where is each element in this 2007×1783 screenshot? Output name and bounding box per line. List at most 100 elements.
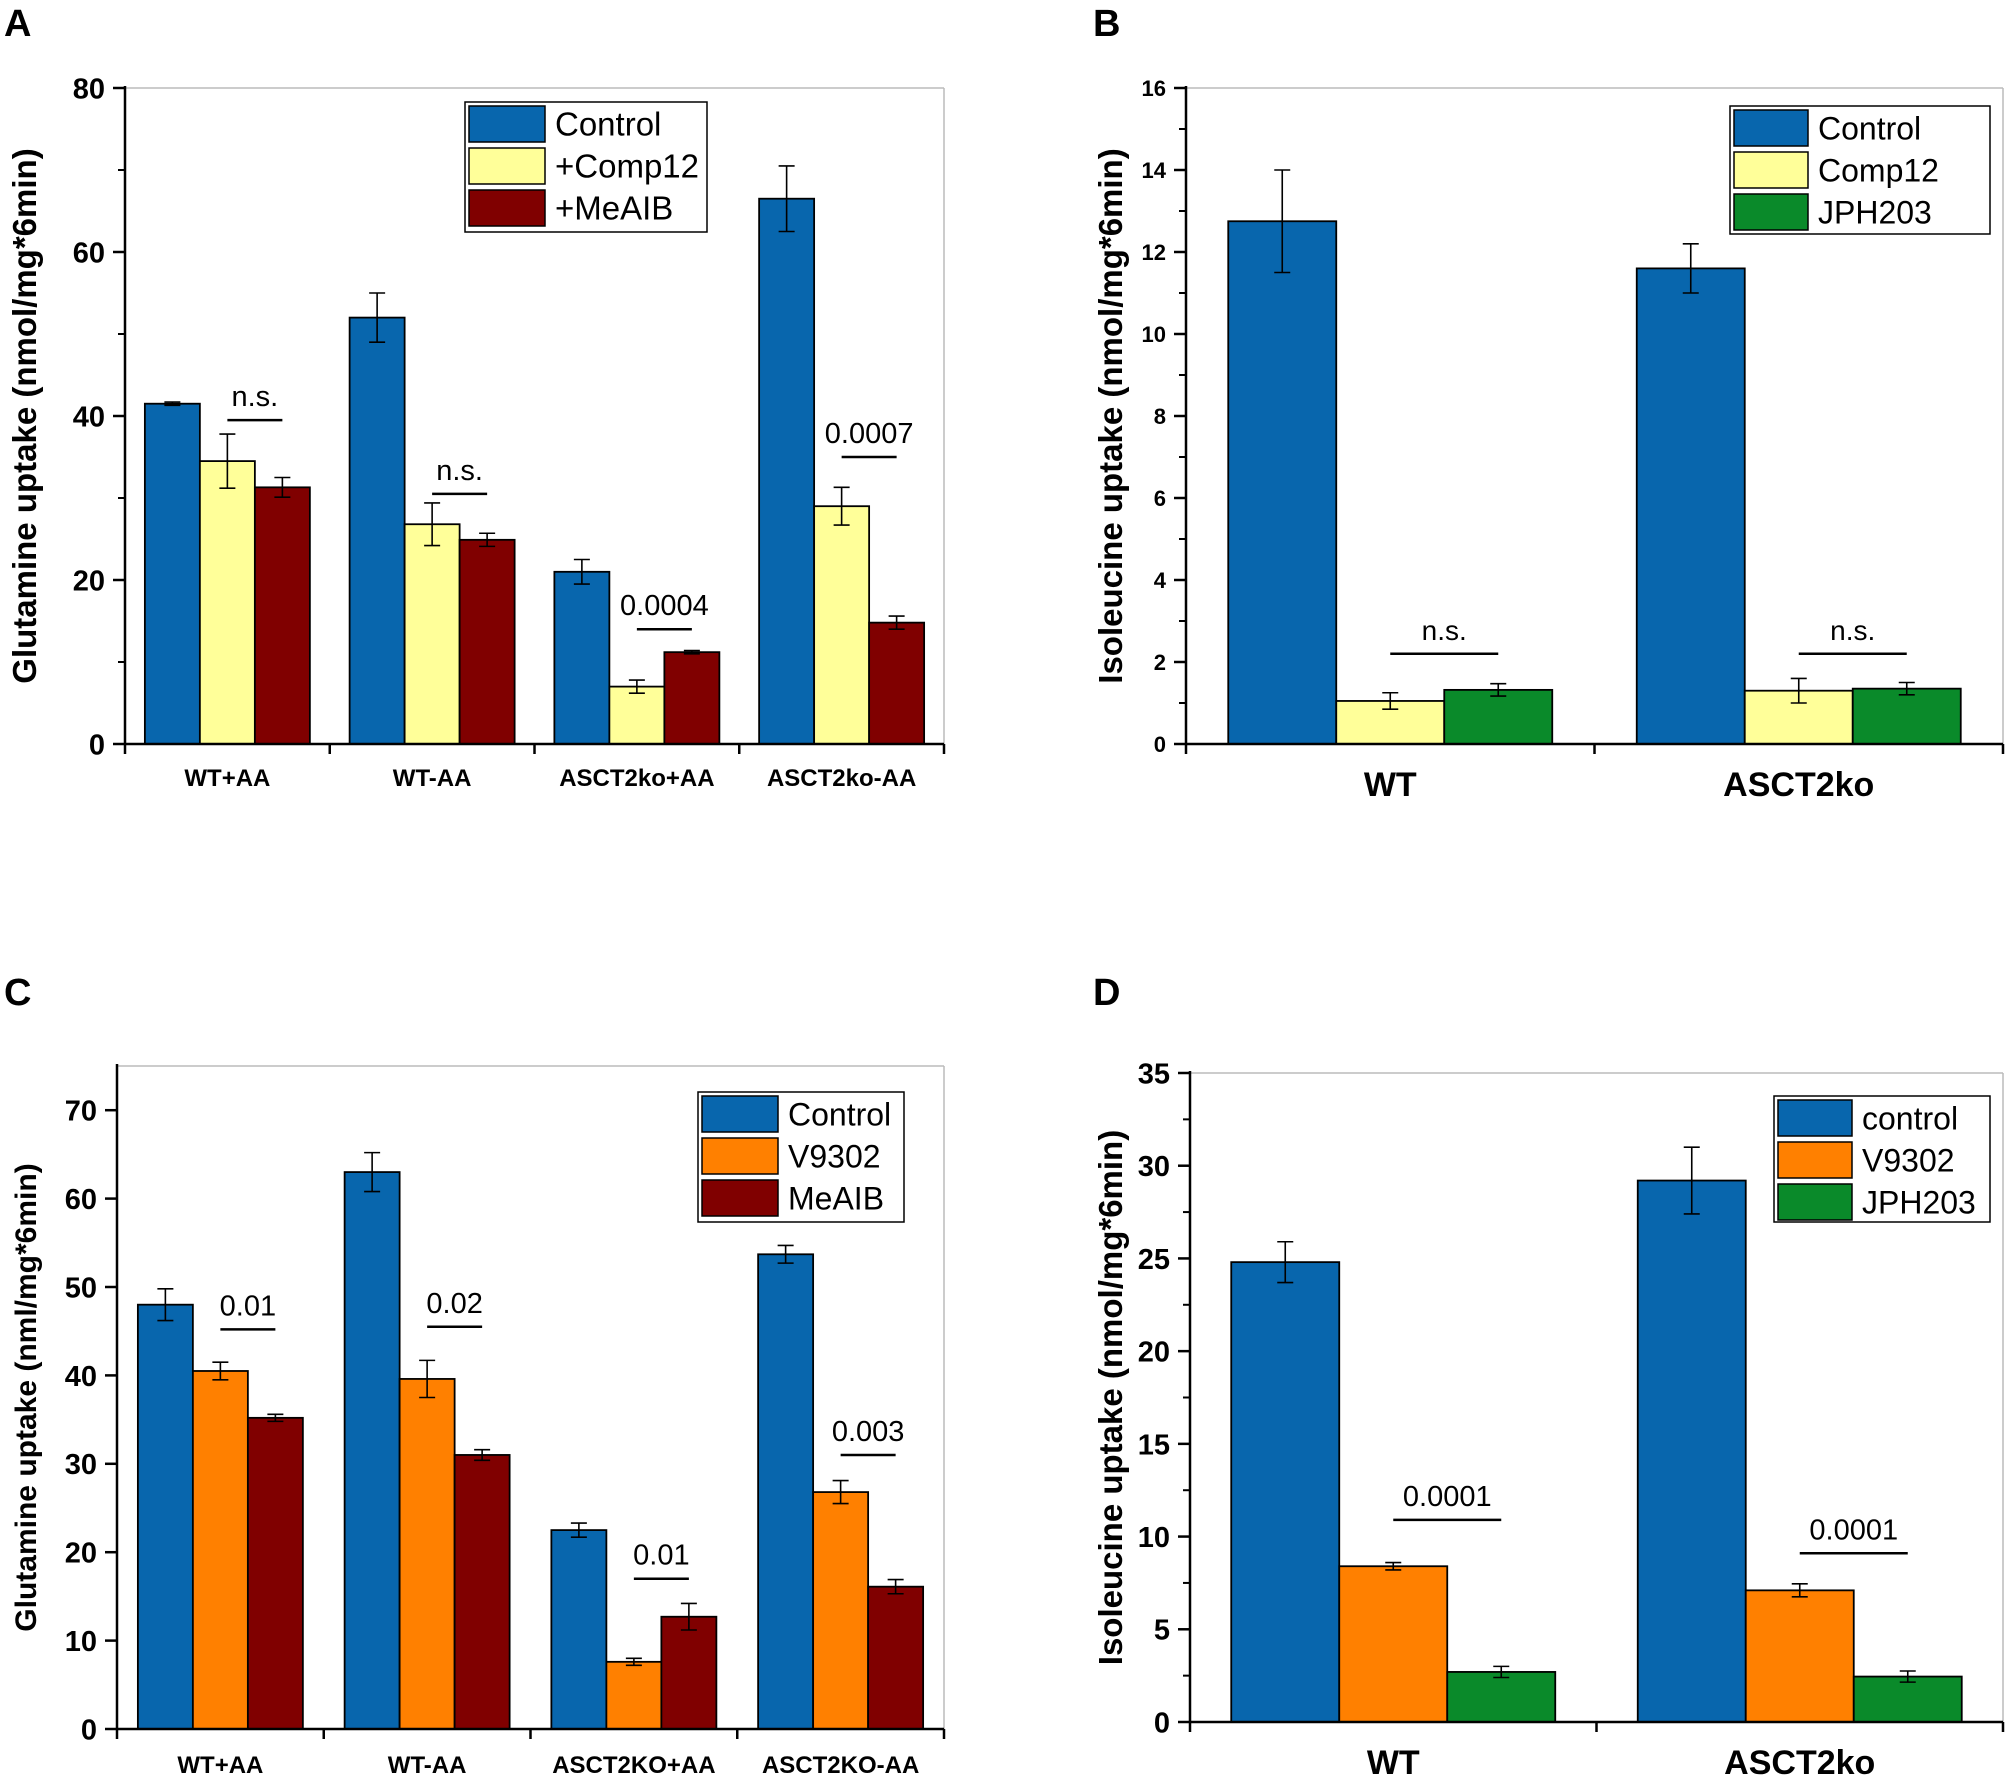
significance-label: 0.01 xyxy=(220,1290,276,1322)
y-tick-label: 20 xyxy=(73,565,105,597)
x-category-label: WT+AA xyxy=(184,765,270,792)
legend-swatch-comp12 xyxy=(468,147,546,185)
bar-jph203-0 xyxy=(1443,688,1554,745)
legend-label: V9302 xyxy=(1862,1143,1955,1179)
y-tick-label: 2 xyxy=(1154,650,1166,675)
bar-control-1 xyxy=(1635,267,1746,745)
y-tick-label: 80 xyxy=(73,73,105,105)
bar-meaib-3 xyxy=(867,1585,925,1730)
x-category-label: ASCT2KO+AA xyxy=(552,1752,715,1779)
y-axis-title: Glutamine uptake (nml/mg*6min) xyxy=(10,1163,43,1631)
y-tick-label: 60 xyxy=(65,1184,97,1216)
y-tick-label: 40 xyxy=(65,1361,97,1393)
panel-letter-a: A xyxy=(4,3,31,45)
y-tick-label: 30 xyxy=(65,1449,97,1481)
y-tick-label: 8 xyxy=(1154,404,1166,429)
significance-label: 0.0001 xyxy=(1809,1514,1898,1546)
significance-label: n.s. xyxy=(1422,615,1467,646)
bar-meaib-2 xyxy=(663,651,721,745)
bar-control-1 xyxy=(348,316,406,745)
y-tick-label: 0 xyxy=(89,729,105,761)
bar-meaib-1 xyxy=(458,538,516,745)
bar-meaib-3 xyxy=(868,621,926,745)
legend-swatch-comp12 xyxy=(1733,151,1809,189)
bar-meaib-0 xyxy=(253,486,311,745)
y-tick-label: 16 xyxy=(1142,76,1166,101)
legend-label: Control xyxy=(1818,111,1921,147)
y-tick-label: 30 xyxy=(1138,1151,1170,1183)
bar-control-3 xyxy=(757,1253,815,1730)
y-tick-label: 50 xyxy=(65,1272,97,1304)
significance-label: 0.0004 xyxy=(620,590,709,622)
legend-label: control xyxy=(1862,1101,1958,1137)
bar-control-0 xyxy=(143,402,201,745)
significance-label: 0.02 xyxy=(426,1288,482,1320)
y-tick-label: 15 xyxy=(1138,1429,1170,1461)
bar-comp12-1 xyxy=(403,523,461,745)
x-category-label: ASCT2ko+AA xyxy=(559,765,714,792)
bar-control-0 xyxy=(1227,220,1338,745)
significance-label: 0.0001 xyxy=(1403,1481,1492,1513)
legend-label: JPH203 xyxy=(1818,195,1932,231)
y-tick-label: 10 xyxy=(1138,1522,1170,1554)
chart-panel-a: 0 20 40 60 80 WT+AA WT-AA ASCT2ko+AA ASCT2ko-AA G… xyxy=(6,73,946,792)
y-tick-label: 20 xyxy=(65,1538,97,1570)
legend-swatch-control xyxy=(468,105,546,143)
legend-label: MeAIB xyxy=(788,1181,884,1217)
y-tick-label: 0 xyxy=(1154,1707,1170,1739)
bar-control-1 xyxy=(343,1171,401,1730)
x-category-label: WT-AA xyxy=(388,1752,467,1779)
bar-v9302-0 xyxy=(191,1370,249,1730)
bar-control-2 xyxy=(550,1529,608,1730)
bar-v9302-1 xyxy=(398,1378,456,1730)
bar-control-0 xyxy=(1230,1261,1341,1723)
legend-label: JPH203 xyxy=(1862,1185,1976,1221)
y-tick-label: 5 xyxy=(1154,1615,1170,1647)
bar-jph203-0 xyxy=(1446,1671,1557,1723)
y-tick-label: 14 xyxy=(1142,158,1167,183)
y-tick-label: 70 xyxy=(65,1096,97,1128)
legend-swatch-jph203 xyxy=(1777,1183,1853,1221)
legend-swatch-control xyxy=(1733,109,1809,147)
bar-v9302-0 xyxy=(1338,1565,1449,1723)
y-tick-label: 25 xyxy=(1138,1244,1170,1276)
y-tick-label: 10 xyxy=(1142,322,1166,347)
significance-label: 0.0007 xyxy=(825,418,914,450)
legend-label: Comp12 xyxy=(1818,153,1939,189)
y-axis-title: Glutamine uptake (nmol/mg*6min) xyxy=(6,148,43,683)
legend-swatch-v9302 xyxy=(1777,1141,1853,1179)
significance-label: 0.003 xyxy=(832,1416,905,1448)
y-tick-label: 6 xyxy=(1154,486,1166,511)
bar-control-3 xyxy=(758,197,816,745)
y-tick-label: 0 xyxy=(1154,732,1166,757)
panel-letter-d: D xyxy=(1093,972,1120,1014)
legend-swatch-jph203 xyxy=(1733,193,1809,231)
bar-meaib-0 xyxy=(246,1416,304,1730)
x-category-label: ASCT2ko xyxy=(1723,766,1874,804)
panel-letter-c: C xyxy=(4,972,31,1014)
legend-label: V9302 xyxy=(788,1139,881,1175)
legend-swatch-meaib xyxy=(701,1179,779,1217)
significance-label: 0.01 xyxy=(633,1540,689,1572)
significance-label: n.s. xyxy=(436,455,483,487)
bar-meaib-2 xyxy=(660,1615,718,1730)
legend-label: Control xyxy=(555,106,661,143)
y-axis-title: Isoleucine uptake (nmol/mg*6min) xyxy=(1092,1130,1129,1665)
y-tick-label: 4 xyxy=(1154,568,1167,593)
y-tick-label: 10 xyxy=(65,1626,97,1658)
x-category-label: ASCT2ko-AA xyxy=(767,765,916,792)
x-category-label: ASCT2KO-AA xyxy=(762,1752,919,1779)
legend-swatch-control xyxy=(701,1095,779,1133)
y-axis-title: Isoleucine uptake (nmol/mg*6min) xyxy=(1092,148,1129,683)
y-tick-label: 60 xyxy=(73,237,105,269)
legend-label: +Comp12 xyxy=(555,148,699,185)
significance-label: n.s. xyxy=(1830,615,1875,646)
bar-jph203-1 xyxy=(1851,687,1962,745)
x-category-label: WT-AA xyxy=(393,765,472,792)
x-category-label: WT+AA xyxy=(177,1752,263,1779)
chart-panel-d: 0 5 10 15 20 25 30 35 WT ASCT2ko Isoleucine uptake… xyxy=(1092,1058,2005,1782)
bar-v9302-2 xyxy=(605,1660,663,1730)
bar-control-0 xyxy=(136,1303,194,1730)
y-tick-label: 20 xyxy=(1138,1337,1170,1369)
